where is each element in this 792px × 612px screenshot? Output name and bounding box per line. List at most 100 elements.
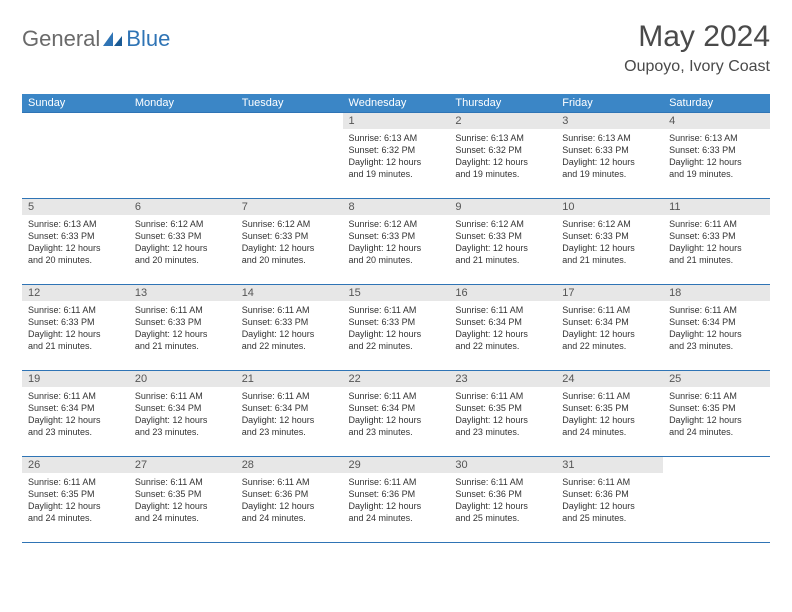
day-line: Sunset: 6:32 PM [455,144,550,156]
calendar-cell: 23Sunrise: 6:11 AMSunset: 6:35 PMDayligh… [449,371,556,457]
day-line: Sunrise: 6:11 AM [242,390,337,402]
day-line: and 24 minutes. [242,512,337,524]
day-number: 14 [236,285,343,301]
day-line: and 23 minutes. [669,340,764,352]
calendar-cell: 17Sunrise: 6:11 AMSunset: 6:34 PMDayligh… [556,285,663,371]
day-line: Sunset: 6:33 PM [349,316,444,328]
day-line: Sunset: 6:33 PM [242,316,337,328]
day-line: Sunset: 6:35 PM [28,488,123,500]
day-line: and 21 minutes. [135,340,230,352]
day-body: Sunrise: 6:11 AMSunset: 6:36 PMDaylight:… [449,473,556,529]
day-line: and 24 minutes. [349,512,444,524]
day-line: Sunrise: 6:11 AM [669,304,764,316]
day-line: and 25 minutes. [455,512,550,524]
day-line: Sunrise: 6:12 AM [135,218,230,230]
day-line: Sunset: 6:32 PM [349,144,444,156]
day-number: 24 [556,371,663,387]
day-line: Sunset: 6:33 PM [669,230,764,242]
day-line: and 25 minutes. [562,512,657,524]
day-line: and 20 minutes. [135,254,230,266]
day-body: Sunrise: 6:13 AMSunset: 6:33 PMDaylight:… [22,215,129,271]
day-body: Sunrise: 6:11 AMSunset: 6:36 PMDaylight:… [236,473,343,529]
day-line: Sunrise: 6:13 AM [669,132,764,144]
day-line: Sunset: 6:34 PM [242,402,337,414]
day-number: 5 [22,199,129,215]
day-line: Sunrise: 6:11 AM [28,476,123,488]
day-number: 1 [343,113,450,129]
day-header: Wednesday [343,94,450,113]
day-number: 25 [663,371,770,387]
day-number: 3 [556,113,663,129]
calendar-cell: 9Sunrise: 6:12 AMSunset: 6:33 PMDaylight… [449,199,556,285]
day-line: Daylight: 12 hours [349,500,444,512]
day-line: Daylight: 12 hours [349,414,444,426]
day-header: Friday [556,94,663,113]
calendar-body: 1 Sunrise: 6:13 AM Sunset: 6:32 PM Daylight… [22,113,770,543]
day-body: Sunrise: 6:11 AMSunset: 6:35 PMDaylight:… [129,473,236,529]
day-line: and 19 minutes. [349,168,444,180]
day-line: and 24 minutes. [669,426,764,438]
day-line: Sunset: 6:33 PM [28,230,123,242]
day-body: Sunrise: 6:11 AMSunset: 6:34 PMDaylight:… [22,387,129,443]
day-line: Sunrise: 6:11 AM [28,390,123,402]
day-line: Sunset: 6:34 PM [562,316,657,328]
calendar-week: 12Sunrise: 6:11 AMSunset: 6:33 PMDayligh… [22,285,770,371]
calendar-cell: 27Sunrise: 6:11 AMSunset: 6:35 PMDayligh… [129,457,236,543]
day-number: 8 [343,199,450,215]
day-line: Daylight: 12 hours [242,328,337,340]
calendar-cell [236,113,343,199]
day-line: Sunset: 6:33 PM [562,230,657,242]
day-body: Sunrise: 6:13 AMSunset: 6:33 PMDaylight:… [556,129,663,185]
calendar-week: 5Sunrise: 6:13 AMSunset: 6:33 PMDaylight… [22,199,770,285]
calendar-cell [22,113,129,199]
day-line: Sunset: 6:34 PM [669,316,764,328]
day-body: Sunrise: 6:11 AMSunset: 6:34 PMDaylight:… [343,387,450,443]
calendar-cell: 24Sunrise: 6:11 AMSunset: 6:35 PMDayligh… [556,371,663,457]
day-line: and 23 minutes. [28,426,123,438]
calendar-cell: 10Sunrise: 6:12 AMSunset: 6:33 PMDayligh… [556,199,663,285]
day-number [129,113,236,129]
day-line: Sunrise: 6:11 AM [349,390,444,402]
day-line: and 22 minutes. [349,340,444,352]
day-number: 15 [343,285,450,301]
day-body: Sunrise: 6:12 AMSunset: 6:33 PMDaylight:… [556,215,663,271]
calendar-cell [129,113,236,199]
day-line: Sunset: 6:36 PM [455,488,550,500]
day-line: Daylight: 12 hours [349,328,444,340]
day-line: Daylight: 12 hours [242,500,337,512]
day-body: Sunrise: 6:11 AMSunset: 6:34 PMDaylight:… [449,301,556,357]
day-line: Daylight: 12 hours [562,242,657,254]
day-line: and 21 minutes. [455,254,550,266]
day-number: 22 [343,371,450,387]
day-line: Sunrise: 6:11 AM [562,476,657,488]
day-number: 9 [449,199,556,215]
calendar-cell: 2Sunrise: 6:13 AMSunset: 6:32 PMDaylight… [449,113,556,199]
day-line: Sunrise: 6:11 AM [455,390,550,402]
calendar-cell: 21Sunrise: 6:11 AMSunset: 6:34 PMDayligh… [236,371,343,457]
day-line: Sunrise: 6:13 AM [562,132,657,144]
day-line: Sunrise: 6:11 AM [135,390,230,402]
day-line: Sunrise: 6:12 AM [242,218,337,230]
day-line: and 21 minutes. [669,254,764,266]
day-line: Sunset: 6:34 PM [455,316,550,328]
day-line: Daylight: 12 hours [455,500,550,512]
day-line: Daylight: 12 hours [28,242,123,254]
day-line: Sunset: 6:33 PM [562,144,657,156]
day-line: Sunrise: 6:11 AM [135,304,230,316]
day-body: Sunrise: 6:12 AMSunset: 6:33 PMDaylight:… [449,215,556,271]
day-number [22,113,129,129]
calendar-cell [663,457,770,543]
day-body: Sunrise: 6:11 AMSunset: 6:34 PMDaylight:… [663,301,770,357]
calendar-cell: 15Sunrise: 6:11 AMSunset: 6:33 PMDayligh… [343,285,450,371]
calendar-cell: 7Sunrise: 6:12 AMSunset: 6:33 PMDaylight… [236,199,343,285]
day-body: Sunrise: 6:11 AMSunset: 6:35 PMDaylight:… [22,473,129,529]
calendar-cell: 14Sunrise: 6:11 AMSunset: 6:33 PMDayligh… [236,285,343,371]
day-line: Sunset: 6:36 PM [349,488,444,500]
day-header: Sunday [22,94,129,113]
day-header: Tuesday [236,94,343,113]
day-body: Sunrise: 6:11 AMSunset: 6:36 PMDaylight:… [556,473,663,529]
day-line: Sunrise: 6:13 AM [28,218,123,230]
calendar-cell: 19Sunrise: 6:11 AMSunset: 6:34 PMDayligh… [22,371,129,457]
day-number: 16 [449,285,556,301]
day-body: Sunrise: 6:13 AMSunset: 6:33 PMDaylight:… [663,129,770,185]
